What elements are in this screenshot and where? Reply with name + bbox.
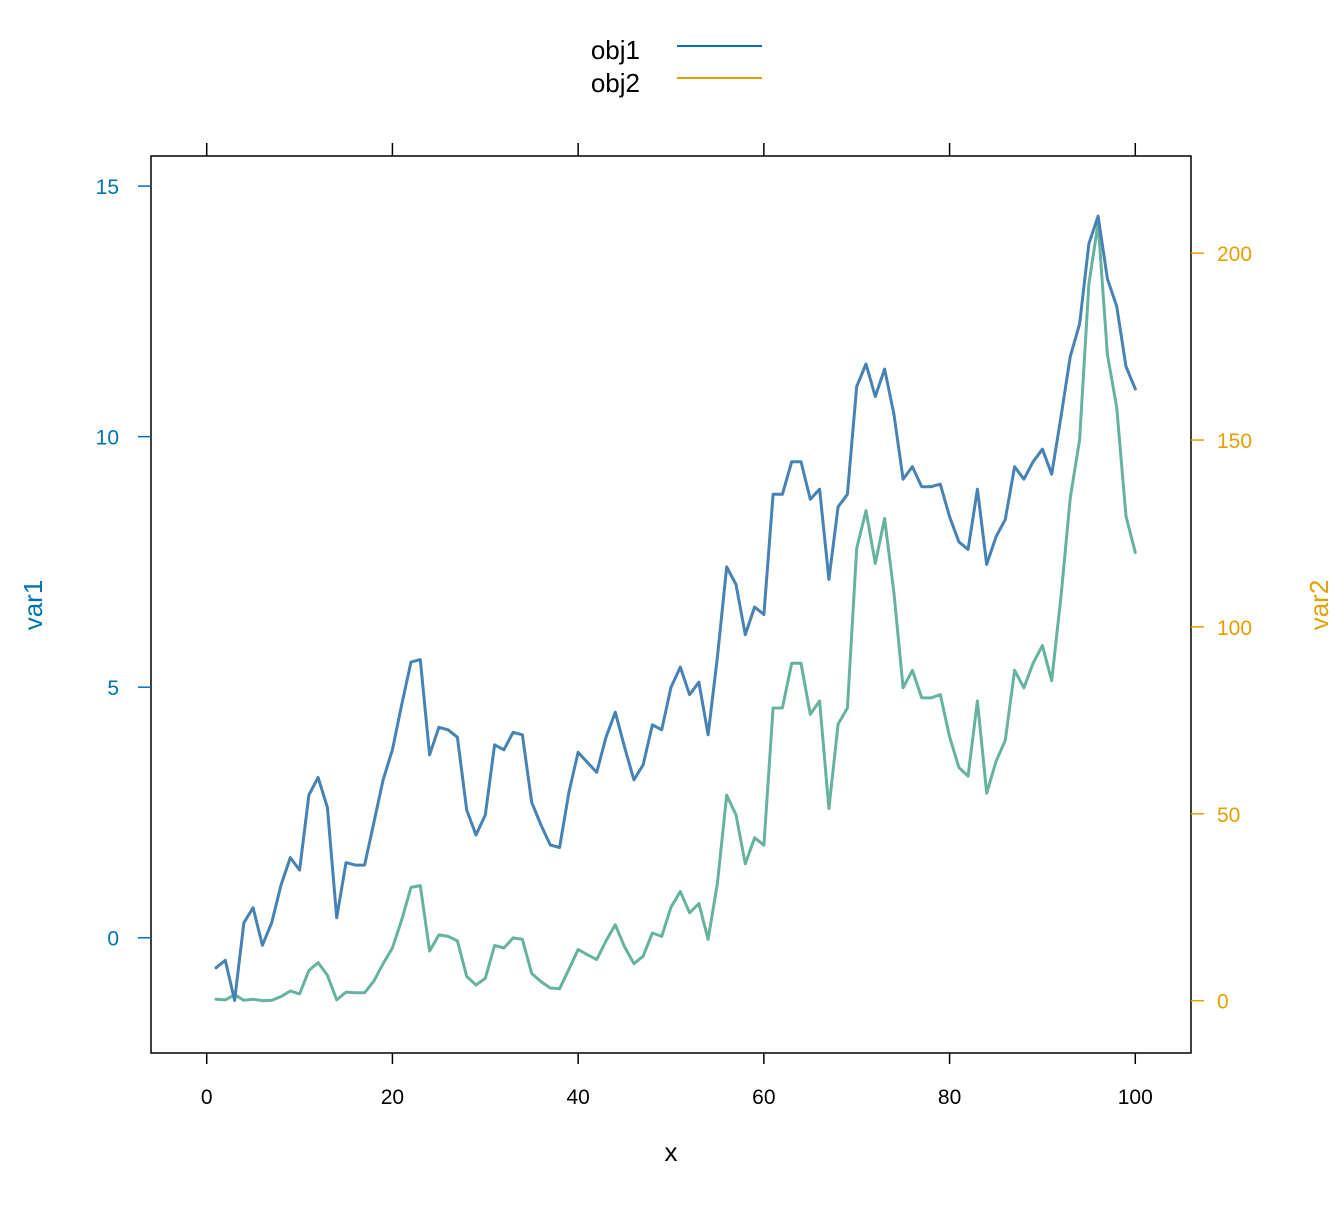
y-left-axis: 0 5 10 15 <box>96 176 151 951</box>
y-left-axis-title: var1 <box>18 580 48 631</box>
y-left-tick-label: 5 <box>107 677 119 700</box>
y-left-tick-label: 0 <box>107 928 119 951</box>
x-tick-label: 80 <box>938 1086 961 1109</box>
y-right-tick-label: 200 <box>1217 243 1252 266</box>
y-right-tick-label: 0 <box>1217 991 1229 1014</box>
legend-label-obj1: obj1 <box>591 35 640 65</box>
plot-frame <box>150 155 1192 1054</box>
y-left-tick-label: 15 <box>96 176 119 199</box>
x-tick-label: 20 <box>381 1086 404 1109</box>
y-right-tick-label: 50 <box>1217 804 1240 827</box>
series-line-obj1 <box>214 214 1137 1002</box>
legend-label-obj2: obj2 <box>591 68 640 98</box>
x-tick-label: 100 <box>1118 1086 1153 1109</box>
x-tick-label: 0 <box>201 1086 213 1109</box>
series-line-obj2 <box>214 221 1137 1003</box>
y-right-axis: 0 50 100 150 200 <box>1191 243 1252 1014</box>
x-tick-label: 40 <box>566 1086 589 1109</box>
x-tick-label: 60 <box>752 1086 775 1109</box>
legend: obj1 obj2 <box>591 35 762 98</box>
x-axis-title: x <box>665 1137 678 1167</box>
x-axis: 0 20 40 60 80 100 <box>201 143 1153 1109</box>
y-right-axis-title: var2 <box>1304 580 1334 631</box>
y-right-tick-label: 100 <box>1217 617 1252 640</box>
series-layer <box>214 214 1137 1003</box>
y-left-tick-label: 10 <box>96 427 119 450</box>
y-right-tick-label: 150 <box>1217 430 1252 453</box>
